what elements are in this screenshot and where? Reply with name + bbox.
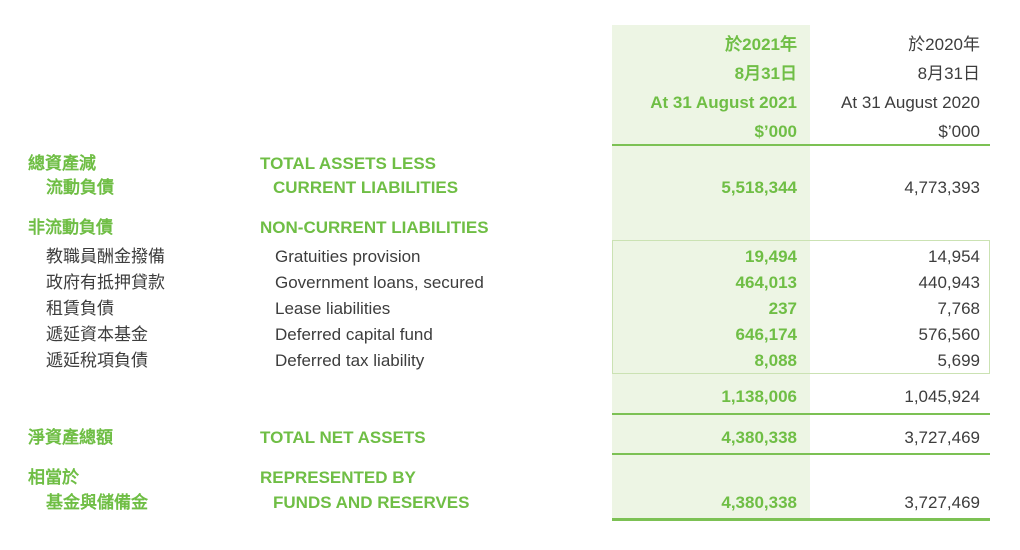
- value-2021: 464,013: [735, 273, 797, 292]
- value-2021: 646,174: [735, 325, 797, 344]
- value-2020: 7,768: [937, 299, 980, 318]
- row-deferred-tax-liability: 遞延稅項負債 Deferred tax liability 8,088 5,69…: [0, 348, 990, 374]
- value-2020: 576,560: [918, 325, 980, 344]
- subtotal-2020: 1,045,924: [904, 387, 980, 406]
- item-label-en: Lease liabilities: [275, 299, 391, 318]
- item-label-en: Gratuities provision: [275, 247, 421, 266]
- header-2021-unit: $’000: [754, 122, 797, 141]
- row-total-assets-less-current-liabilities: 總資產減 流動負債 TOTAL ASSETS LESS CURRENT LIAB…: [0, 152, 990, 200]
- subtotal-rule: [612, 413, 990, 415]
- value-2020: 4,773,393: [904, 178, 980, 197]
- value-2021: 4,380,338: [721, 428, 797, 447]
- header-spacer: [260, 30, 612, 146]
- label-zh: 淨資產總額: [28, 428, 113, 447]
- header-2020-en-date: At 31 August 2020: [841, 93, 980, 112]
- header-2020-zh-date: 8月31日: [917, 64, 980, 83]
- current-year-highlight-column: [612, 25, 810, 520]
- row-non-current-liabilities-subtotal: 1,138,006 1,045,924: [0, 384, 990, 410]
- column-header-2020: 於2020年 8月31日 At 31 August 2020 $’000: [810, 30, 990, 146]
- item-label-en: Deferred capital fund: [275, 325, 433, 344]
- label-zh-line2: 基金與儲備金: [46, 493, 148, 512]
- label-zh: 總資產減 流動負債: [0, 152, 260, 200]
- item-label-zh: 教職員酬金撥備: [46, 247, 165, 266]
- bottom-rule: [612, 518, 990, 521]
- value-2020: 5,699: [937, 351, 980, 370]
- label-en: REPRESENTED BY FUNDS AND RESERVES: [260, 465, 612, 515]
- row-deferred-capital-fund: 遞延資本基金 Deferred capital fund 646,174 576…: [0, 322, 990, 348]
- subtotal-2021: 1,138,006: [721, 387, 797, 406]
- label-en-line2: CURRENT LIABILITIES: [273, 178, 459, 197]
- table-header-row: 於2021年 8月31日 At 31 August 2021 $’000 於20…: [0, 30, 990, 146]
- empty-cell: [260, 384, 612, 410]
- label-en-line1: TOTAL ASSETS LESS: [260, 154, 437, 173]
- row-gratuities-provision: 教職員酬金撥備 Gratuities provision 19,494 14,9…: [0, 244, 990, 270]
- empty-cell: [810, 216, 990, 240]
- label-en-line1: REPRESENTED BY: [260, 468, 416, 487]
- item-label-zh: 遞延資本基金: [46, 325, 148, 344]
- value-2020: 14,954: [928, 247, 980, 266]
- section-label-zh: 非流動負債: [28, 218, 113, 237]
- label-zh: 相當於 基金與儲備金: [0, 465, 260, 515]
- item-label-en: Deferred tax liability: [275, 351, 425, 370]
- label-zh-line1: 相當於: [28, 468, 79, 487]
- header-spacer: [0, 30, 260, 146]
- label-zh-line2: 流動負債: [46, 178, 114, 197]
- empty-cell: [0, 384, 260, 410]
- header-rule: [612, 144, 990, 146]
- section-label-en: NON-CURRENT LIABILITIES: [260, 218, 489, 237]
- item-label-zh: 政府有抵押貸款: [46, 273, 165, 292]
- header-2020-zh-year: 於2020年: [908, 35, 980, 54]
- item-label-zh: 租賃負債: [46, 299, 114, 318]
- value-2020: 440,943: [918, 273, 980, 292]
- total-net-assets-rule: [612, 453, 990, 455]
- value-2021: 5,518,344: [721, 178, 797, 197]
- item-label-en: Government loans, secured: [275, 273, 484, 292]
- value-2021: 237: [768, 299, 797, 318]
- row-non-current-liabilities-header: 非流動負債 NON-CURRENT LIABILITIES: [0, 216, 990, 240]
- item-label-zh: 遞延稅項負債: [46, 351, 148, 370]
- column-header-2021: 於2021年 8月31日 At 31 August 2021 $’000: [612, 30, 810, 146]
- row-lease-liabilities: 租賃負債 Lease liabilities 237 7,768: [0, 296, 990, 322]
- header-2020-unit: $’000: [938, 122, 980, 141]
- row-government-loans: 政府有抵押貸款 Government loans, secured 464,01…: [0, 270, 990, 296]
- label-en: TOTAL ASSETS LESS CURRENT LIABILITIES: [260, 152, 612, 200]
- row-total-net-assets: 淨資產總額 TOTAL NET ASSETS 4,380,338 3,727,4…: [0, 425, 990, 451]
- header-2021-en-date: At 31 August 2021: [650, 93, 797, 112]
- label-en-line2: FUNDS AND RESERVES: [273, 493, 470, 512]
- empty-cell: [612, 216, 810, 240]
- value-2021: 8,088: [754, 351, 797, 370]
- non-current-items-outline-box: [612, 240, 990, 374]
- header-2021-zh-date: 8月31日: [734, 64, 797, 83]
- value-2020: 3,727,469: [904, 428, 980, 447]
- label-en: TOTAL NET ASSETS: [260, 428, 426, 447]
- label-zh-line1: 總資產減: [28, 154, 96, 173]
- value-2021: 4,380,338: [721, 493, 797, 512]
- value-2020: 3,727,469: [904, 493, 980, 512]
- value-2021: 19,494: [745, 247, 797, 266]
- header-2021-zh-year: 於2021年: [725, 35, 797, 54]
- row-represented-by-funds-and-reserves: 相當於 基金與儲備金 REPRESENTED BY FUNDS AND RESE…: [0, 465, 990, 515]
